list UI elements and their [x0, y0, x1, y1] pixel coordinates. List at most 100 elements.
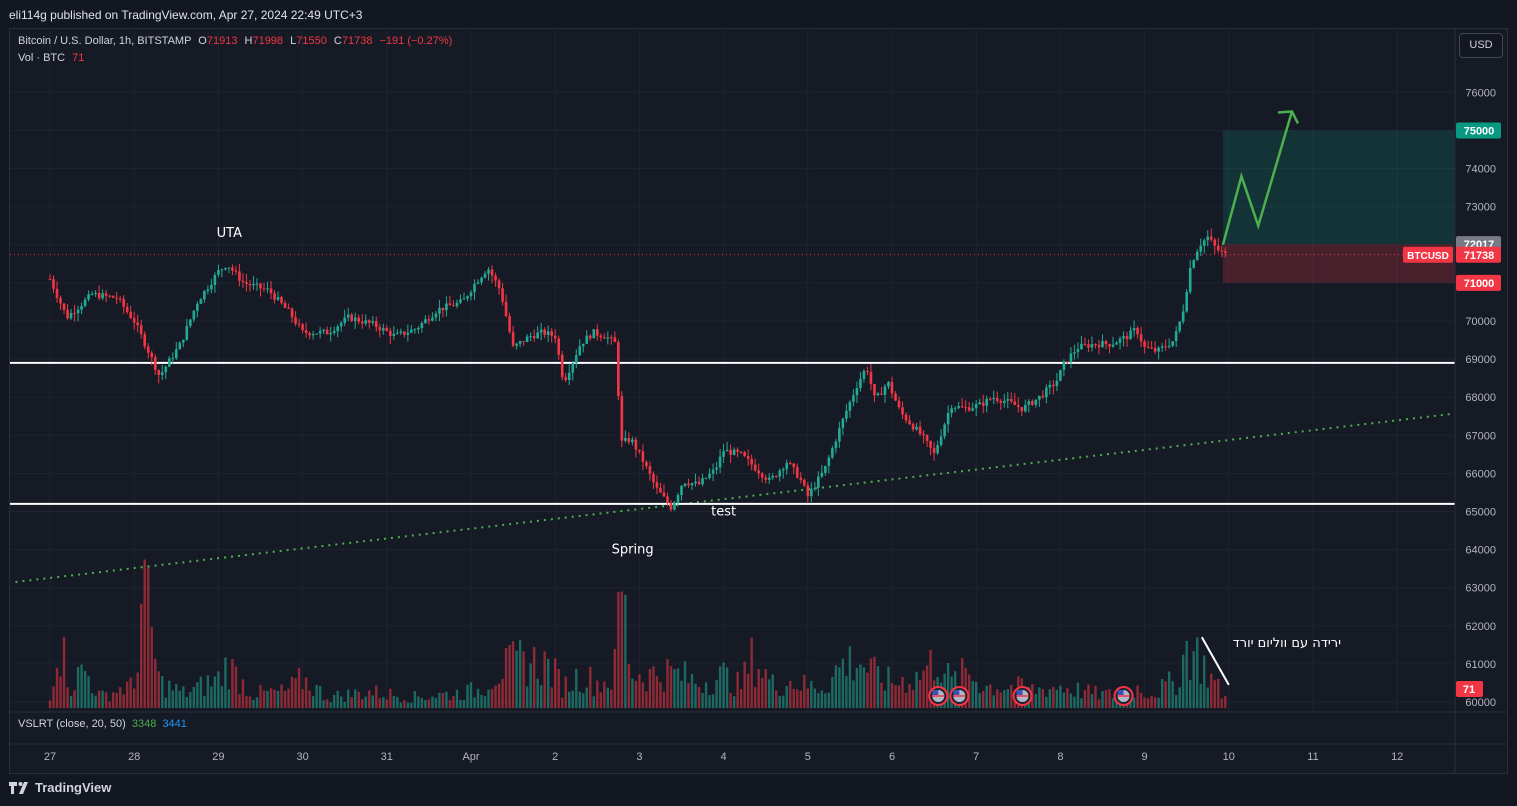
candle-body: [813, 487, 817, 489]
symbol-name: Bitcoin / U.S. Dollar, 1h, BITSTAMP: [18, 35, 192, 47]
candle-body: [610, 337, 613, 339]
candle-body: [532, 336, 536, 339]
candle-body: [217, 269, 220, 275]
us-flag-icon[interactable]: [1113, 686, 1134, 706]
volume-legend: Vol · BTC 71: [18, 52, 84, 64]
candle-body: [480, 277, 483, 283]
volume-bar: [431, 696, 434, 708]
candle-body: [1017, 405, 1020, 408]
volume-bar: [1220, 698, 1223, 708]
volume-bar: [108, 701, 111, 708]
volume-bar: [501, 678, 504, 708]
chart-panel[interactable]: [9, 28, 1508, 774]
candle-body: [553, 335, 557, 339]
volume-bar: [1174, 695, 1178, 708]
candle-body: [981, 402, 985, 406]
volume-bar: [757, 669, 760, 708]
candle-body: [403, 331, 406, 335]
volume-bar: [631, 678, 634, 708]
price-tick-label: 70000: [1465, 316, 1496, 328]
volume-bar: [568, 691, 571, 708]
volume-bar: [803, 674, 806, 708]
candle-body: [848, 401, 852, 411]
volume-bar: [760, 678, 764, 708]
volume-bar: [469, 682, 473, 708]
candle-body: [497, 280, 501, 289]
time-tick-label: 6: [889, 751, 895, 763]
candle-body: [866, 370, 869, 372]
candle-body: [732, 449, 736, 455]
volume-bar: [199, 676, 203, 708]
currency-button[interactable]: USD: [1459, 33, 1503, 58]
candle-body: [722, 451, 725, 457]
candle-body: [1020, 407, 1024, 412]
volume-bar: [564, 676, 567, 708]
volume-bar: [624, 594, 627, 708]
candle-body: [227, 267, 231, 269]
volume-bar: [150, 627, 153, 708]
volume-bar: [775, 690, 778, 708]
volume-bar: [245, 696, 248, 708]
volume-bar: [196, 682, 199, 708]
candle-body: [652, 473, 655, 483]
candle-body: [718, 456, 722, 468]
candle-body: [220, 269, 224, 271]
candle-body: [1087, 344, 1090, 348]
candles: [48, 228, 1227, 512]
candle-body: [673, 502, 676, 510]
candle-body: [827, 457, 831, 466]
candle-body: [641, 451, 645, 462]
volume-bar: [73, 690, 76, 708]
candle-body: [1157, 347, 1160, 352]
candle-body: [185, 325, 189, 340]
candle-body: [1202, 240, 1206, 246]
candle-body: [760, 473, 764, 478]
candle-body: [1136, 328, 1139, 335]
candle-body: [434, 313, 438, 318]
volume-bar: [732, 696, 736, 708]
candle-body: [364, 320, 368, 324]
volume-bar: [62, 637, 66, 708]
candle-body: [1167, 345, 1171, 347]
volume-bar: [164, 697, 167, 708]
candle-body: [357, 317, 361, 322]
volume-bar: [799, 690, 802, 708]
volume-bar: [90, 693, 94, 708]
candle-body: [1111, 344, 1115, 347]
volume-bar: [304, 677, 308, 708]
candle-body: [852, 395, 855, 402]
volume-bar: [382, 697, 385, 708]
volume-bar: [652, 666, 655, 708]
current-price-tag-bg: [1456, 246, 1501, 263]
volume-bar: [322, 700, 325, 708]
candle-body: [48, 279, 52, 281]
candle-body: [725, 449, 729, 452]
candle-body: [701, 478, 704, 485]
target-zone: [1222, 130, 1455, 245]
tradingview-brand[interactable]: TradingView: [9, 780, 111, 795]
candle-body: [820, 472, 824, 477]
candle-body: [189, 319, 192, 326]
volume-bar: [641, 682, 645, 708]
volume-bar: [396, 696, 399, 708]
us-flag-icon[interactable]: [949, 686, 970, 706]
time-tick-label: 7: [973, 751, 979, 763]
candle-body: [592, 329, 596, 339]
candle-body: [873, 384, 876, 396]
flag-canton: [1016, 690, 1023, 695]
volume-bar: [831, 676, 834, 708]
candle-body: [273, 293, 276, 300]
us-flag-icon[interactable]: [1012, 686, 1033, 706]
candle-body: [567, 372, 571, 381]
candle-body: [901, 407, 904, 415]
us-flag-icon[interactable]: [928, 686, 949, 706]
candle-body: [108, 295, 111, 297]
top-bar: eli114g published on TradingView.com, Ap…: [0, 0, 1517, 28]
candle-body: [150, 352, 154, 358]
candle-body: [645, 461, 648, 467]
candle-body: [1192, 260, 1196, 268]
symbol-legend: Bitcoin / U.S. Dollar, 1h, BITSTAMP O719…: [18, 35, 452, 47]
volume-bar: [1171, 681, 1174, 708]
candle-body: [876, 393, 880, 396]
